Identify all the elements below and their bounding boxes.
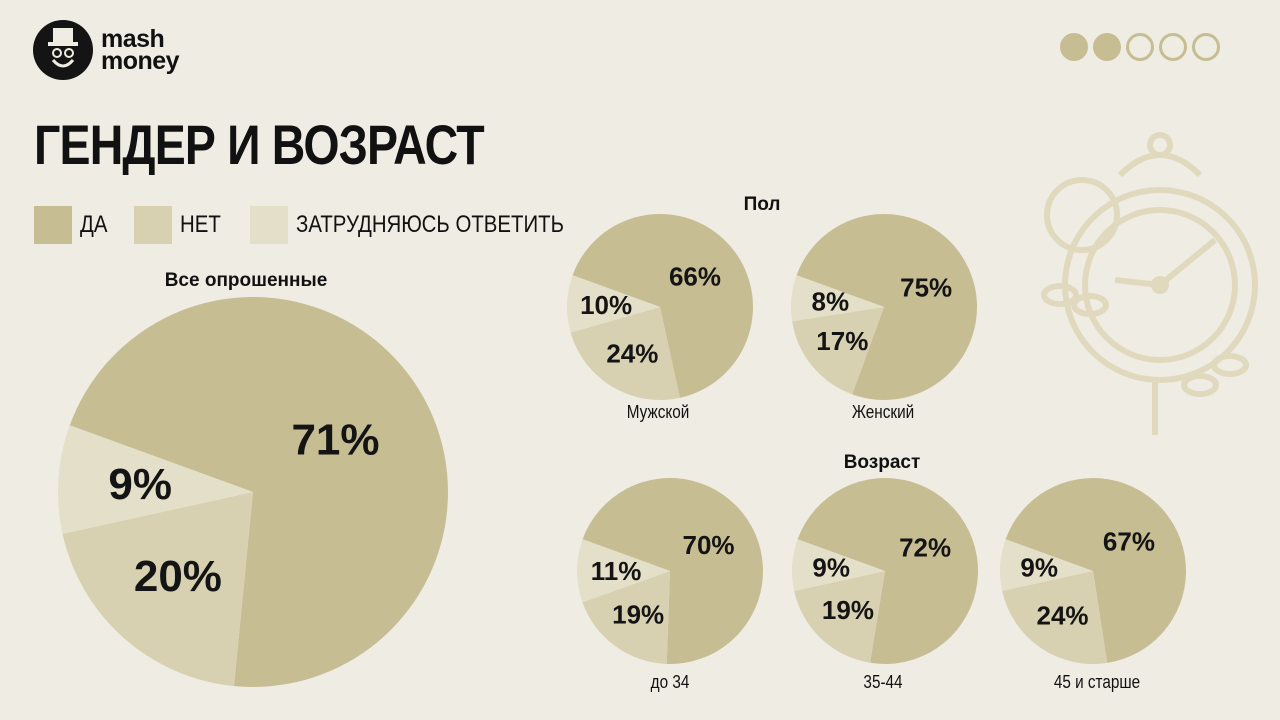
pie-slice [1002, 571, 1108, 664]
pie-data-label: 75% [900, 272, 952, 302]
pie-data-label: 66% [669, 261, 721, 291]
section-gender: Пол [743, 194, 781, 215]
pie-data-label: 72% [899, 532, 951, 562]
pie-female: 75% 17% 8% [791, 214, 977, 400]
pie-data-label: 70% [683, 530, 735, 560]
pie-male: 66% 24% 10% [567, 214, 753, 400]
progress-dot [1093, 33, 1121, 61]
pie-slice [792, 539, 885, 591]
pie-data-label: 9% [108, 460, 172, 509]
progress-dot [1159, 33, 1187, 61]
slide-progress [1060, 33, 1220, 61]
pie-age-under-34: 70% 19% 11% [577, 478, 763, 664]
legend-label: ДА [80, 211, 108, 238]
pie-slice [794, 571, 885, 663]
pie-data-label: 71% [291, 416, 379, 465]
pie-slice [796, 214, 977, 400]
pie-caption: Мужской [626, 402, 690, 422]
legend-swatch [134, 206, 173, 244]
pie-data-label: 67% [1103, 526, 1155, 556]
pie-caption: 35-44 [863, 672, 903, 692]
pie-slice [69, 297, 448, 687]
alarm-clock-illustration [1020, 105, 1270, 470]
section-all-respondents: Все опрошенные [164, 270, 328, 291]
legend-item-undecided: ЗАТРУДНЯЮСЬ ОТВЕТИТЬ [250, 206, 611, 244]
page-title: ГЕНДЕР И ВОЗРАСТ [34, 113, 485, 176]
pie-data-label: 11% [591, 556, 642, 586]
pie-slice [62, 492, 253, 687]
pie-data-label: 24% [1037, 601, 1089, 631]
pie-data-label: 10% [580, 290, 632, 320]
pie-slice [57, 425, 253, 534]
legend-swatch [250, 206, 289, 244]
pie-slice [577, 539, 670, 603]
pie-all: 71% 20% 9% [57, 297, 448, 687]
pie-slice [791, 275, 884, 322]
pie-slice [1005, 478, 1186, 663]
pie-caption: до 34 [650, 672, 690, 692]
pie-slice [1000, 539, 1093, 591]
pie-data-label: 8% [812, 287, 850, 317]
progress-dot [1126, 33, 1154, 61]
brand-line2: money [101, 47, 180, 75]
pie-slice [570, 307, 680, 400]
brand-line1: mash [101, 25, 165, 53]
legend-swatch [34, 206, 72, 244]
pie-slice [572, 214, 753, 398]
pie-data-label: 19% [612, 600, 664, 630]
pie-data-label: 9% [812, 552, 850, 582]
pie-slice [797, 478, 978, 664]
chart-legend: ДА НЕТ ЗАТРУДНЯЮСЬ ОТВЕТИТЬ [34, 206, 634, 244]
legend-label: ЗАТРУДНЯЮСЬ ОТВЕТИТЬ [296, 211, 565, 238]
pie-slice [792, 307, 884, 395]
pie-slice [582, 478, 763, 664]
pie-data-label: 19% [822, 595, 874, 625]
legend-item-no: НЕТ [134, 206, 228, 244]
pie-caption: Женский [851, 402, 915, 422]
legend-label: НЕТ [180, 211, 222, 238]
pie-data-label: 24% [606, 338, 658, 368]
pie-age-45-plus: 67% 24% 9% [1000, 478, 1186, 664]
brand-logo: mash money [33, 20, 180, 80]
pie-data-label: 17% [816, 326, 868, 356]
pie-age-35-44: 72% 19% 9% [792, 478, 978, 664]
legend-item-yes: ДА [34, 206, 112, 244]
hat-mascot-icon [33, 20, 93, 80]
pie-data-label: 20% [134, 552, 222, 601]
pie-slice [567, 275, 660, 333]
pie-slice [582, 571, 670, 664]
pie-data-label: 9% [1020, 552, 1058, 582]
progress-dot [1192, 33, 1220, 61]
progress-dot [1060, 33, 1088, 61]
section-age: Возраст [843, 452, 921, 473]
pie-caption: 45 и старше [1053, 672, 1141, 692]
